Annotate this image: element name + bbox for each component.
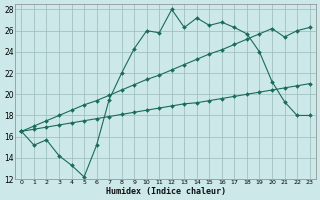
X-axis label: Humidex (Indice chaleur): Humidex (Indice chaleur): [106, 187, 226, 196]
